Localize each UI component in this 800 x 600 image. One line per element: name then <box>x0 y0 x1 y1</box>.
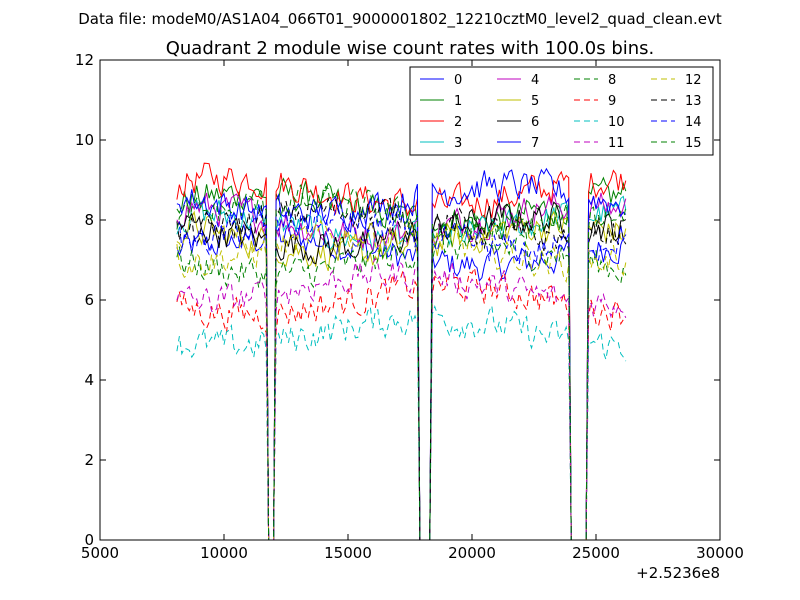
legend-label-4: 4 <box>531 73 539 88</box>
series-line-11 <box>176 257 627 541</box>
y-tick-label: 8 <box>84 211 94 229</box>
y-tick-label: 2 <box>84 451 94 469</box>
series-line-5 <box>176 210 627 541</box>
series-line-10 <box>176 304 627 541</box>
x-tick-label: 10000 <box>200 544 248 562</box>
x-tick-label: 5000 <box>81 544 119 562</box>
x-tick-label: 15000 <box>324 544 372 562</box>
legend-label-7: 7 <box>531 136 539 151</box>
legend-label-11: 11 <box>608 136 625 151</box>
legend-label-0: 0 <box>454 73 462 88</box>
chart-title: Quadrant 2 module wise count rates with … <box>166 38 655 59</box>
series-line-7 <box>176 167 627 541</box>
series-layer <box>176 162 627 541</box>
x-offset-label: +2.5236e8 <box>636 564 720 582</box>
y-tick-label: 6 <box>84 291 94 309</box>
legend-label-15: 15 <box>685 136 702 151</box>
series-line-1 <box>176 176 627 541</box>
legend-label-3: 3 <box>454 136 462 151</box>
series-line-9 <box>176 266 626 541</box>
legend-label-2: 2 <box>454 115 462 130</box>
legend-label-10: 10 <box>608 115 625 130</box>
legend-box <box>409 66 714 156</box>
legend-label-12: 12 <box>685 73 702 88</box>
legend-label-1: 1 <box>454 94 462 109</box>
series-line-8 <box>176 223 627 541</box>
x-tick-label: 30000 <box>696 544 744 562</box>
series-line-4 <box>176 192 627 541</box>
series-line-14 <box>176 206 627 541</box>
x-tick-label: 20000 <box>448 544 496 562</box>
series-line-12 <box>176 218 627 541</box>
legend-label-5: 5 <box>531 94 539 109</box>
series-line-15 <box>176 183 627 541</box>
x-tick-label: 25000 <box>572 544 620 562</box>
y-tick-label: 12 <box>75 51 94 69</box>
y-tick-label: 10 <box>75 131 94 149</box>
legend-label-6: 6 <box>531 115 539 130</box>
suptitle: Data file: modeM0/AS1A04_066T01_90000018… <box>78 10 722 29</box>
y-tick-label: 0 <box>84 531 94 549</box>
legend-label-14: 14 <box>685 115 702 130</box>
series-line-6 <box>176 200 627 541</box>
legend-label-9: 9 <box>608 94 616 109</box>
series-line-0 <box>176 223 627 541</box>
legend-label-13: 13 <box>685 94 702 109</box>
y-tick-label: 4 <box>84 371 94 389</box>
series-line-2 <box>176 162 627 541</box>
legend-label-8: 8 <box>608 73 616 88</box>
